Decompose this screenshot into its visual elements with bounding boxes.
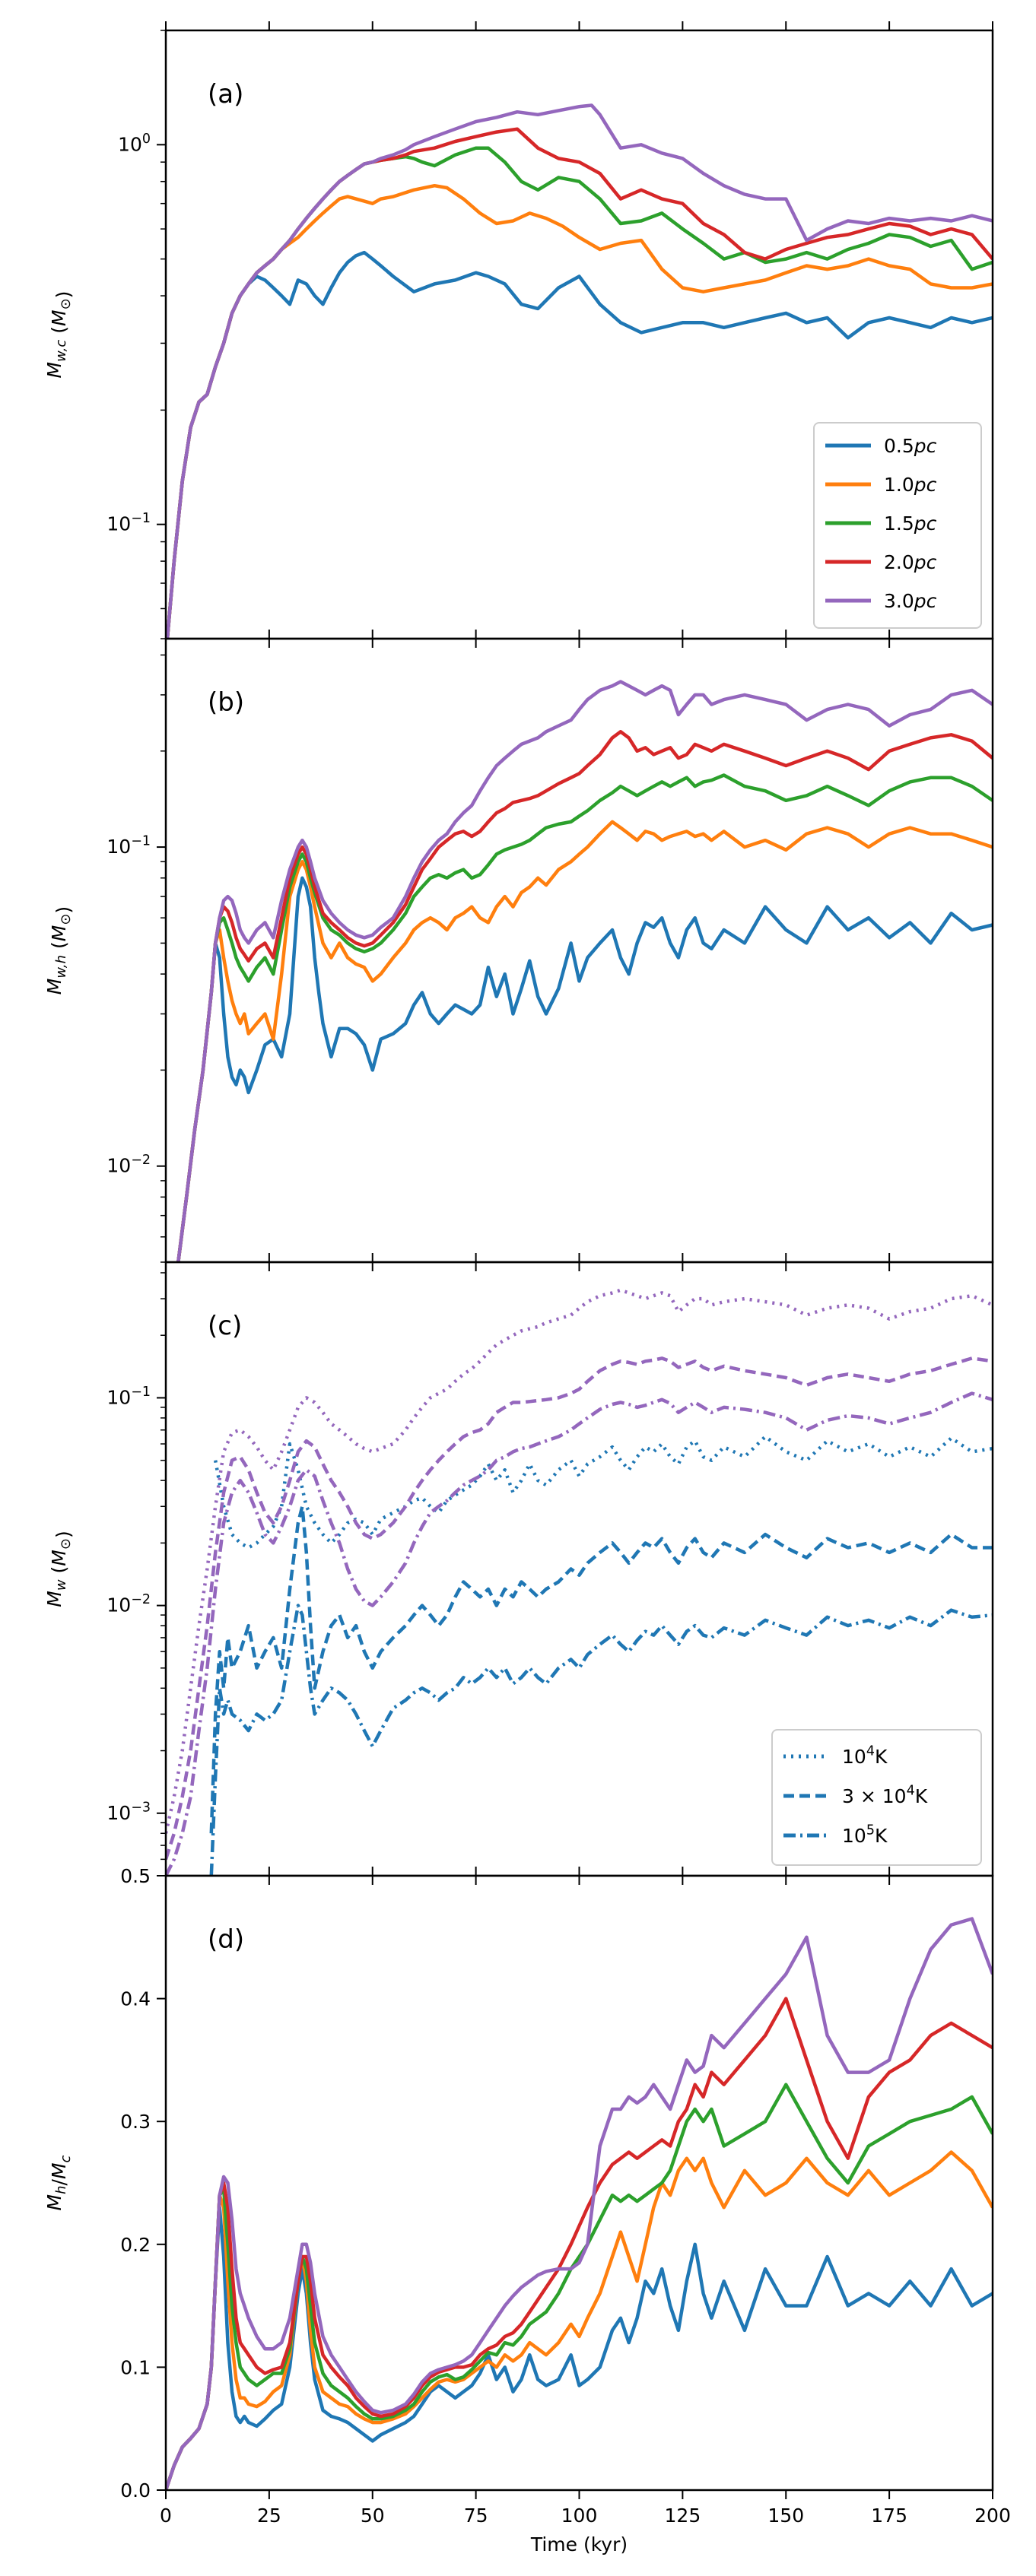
series-line-3-0 bbox=[166, 1917, 993, 2490]
x-tick-label: 25 bbox=[257, 2505, 281, 2527]
series-line-3-0 bbox=[166, 103, 993, 639]
legend-label: 3.0pc bbox=[884, 590, 937, 612]
y-tick-label: 0.0 bbox=[120, 2479, 151, 2501]
series-line-2-0 bbox=[176, 730, 993, 1262]
legend-label: 1.0pc bbox=[884, 474, 937, 496]
x-tick-label: 175 bbox=[871, 2505, 907, 2527]
series-line-1-0 bbox=[166, 2150, 993, 2490]
legend-label: 0.5pc bbox=[884, 435, 937, 457]
y-tick-label: 10−3 bbox=[106, 1800, 151, 1824]
y-axis-label: Mw (M⊙) bbox=[43, 1531, 75, 1607]
series-line-3-0pc-3e4K bbox=[166, 1356, 993, 1861]
x-tick-label: 150 bbox=[767, 2505, 804, 2527]
x-tick-label: 0 bbox=[160, 2505, 172, 2527]
y-tick-label: 0.1 bbox=[120, 2356, 151, 2378]
series-group bbox=[166, 1288, 993, 1876]
panel-label: (b) bbox=[208, 687, 244, 718]
series-line-1-5 bbox=[166, 2083, 993, 2490]
legend-label: 3 × 104K bbox=[842, 1784, 928, 1808]
x-tick-label: 50 bbox=[361, 2505, 385, 2527]
series-line-0-5pc-3e4K bbox=[209, 1505, 993, 1834]
series-line-0-5pc-1e4K bbox=[213, 1435, 993, 1550]
series-line-1-5 bbox=[176, 773, 993, 1262]
panel-4: 0 25 50 75 100 125 150 175 200 0.0 0.1 0.2 0.3 0.4 (d)… bbox=[43, 1867, 1011, 2527]
y-tick-label: 0.5 bbox=[120, 1865, 151, 1887]
panel-2: 10−2 10−1 (b) Mw,h (M⊙) bbox=[43, 630, 994, 1271]
legend-box bbox=[771, 1729, 982, 1866]
series-line-3-0pc-1e4K bbox=[166, 1288, 993, 1834]
panel-label: (c) bbox=[208, 1311, 242, 1341]
y-tick-label: 10−2 bbox=[106, 1153, 151, 1177]
legend-label: 104K bbox=[842, 1744, 888, 1769]
series-group bbox=[166, 1917, 993, 2490]
legend-label: 105K bbox=[842, 1823, 888, 1848]
legend-box bbox=[813, 422, 982, 629]
series-line-0-5 bbox=[176, 876, 993, 1262]
y-tick-label: 10−1 bbox=[106, 834, 151, 858]
series-line-1-0 bbox=[176, 820, 993, 1262]
legend: 104K 3 × 104K 105K bbox=[771, 1729, 982, 1866]
series-line-3-0 bbox=[176, 680, 993, 1262]
x-tick-label: 200 bbox=[974, 2505, 1011, 2527]
series-line-0-5 bbox=[166, 2206, 993, 2490]
y-tick-label: 0.2 bbox=[120, 2234, 151, 2256]
y-axis-label: Mw,h (M⊙) bbox=[43, 906, 75, 995]
x-axis-label: Time (kyr) bbox=[530, 2533, 628, 2555]
y-axis-label: Mw,c (M⊙) bbox=[43, 291, 75, 379]
y-tick-label: 10−1 bbox=[106, 1385, 151, 1409]
series-line-3-0pc-1e5K bbox=[166, 1391, 993, 1876]
y-tick-label: 100 bbox=[118, 132, 151, 156]
y-tick-label: 0.4 bbox=[120, 1988, 151, 2010]
legend: 0.5pc 1.0pc 1.5pc 2.0pc 3.0pc bbox=[813, 422, 982, 629]
panel-1: 10−1 100 (a) Mw,c (M⊙) 0.5pc 1.0pc 1.5pc 2.0pc 3… bbox=[43, 21, 994, 648]
legend-label: 2.0pc bbox=[884, 551, 937, 573]
y-tick-label: 0.3 bbox=[120, 2111, 151, 2133]
panel-label: (a) bbox=[208, 79, 243, 109]
x-tick-label: 100 bbox=[561, 2505, 598, 2527]
x-tick-label: 125 bbox=[665, 2505, 701, 2527]
series-line-0-5pc-1e5K bbox=[209, 1604, 993, 1876]
panel-label: (d) bbox=[208, 1924, 244, 1955]
y-tick-label: 10−2 bbox=[106, 1592, 151, 1616]
series-line-2-0 bbox=[166, 1997, 993, 2490]
legend-label: 1.5pc bbox=[884, 512, 937, 535]
y-axis-label: Mh/Mc bbox=[43, 2155, 74, 2210]
series-group bbox=[166, 103, 993, 639]
y-tick-label: 10−1 bbox=[106, 511, 151, 535]
x-tick-label: 75 bbox=[464, 2505, 488, 2527]
series-group bbox=[176, 680, 993, 1262]
panel-3: 10−3 10−2 10−1 0.5 (c) Mw (M⊙) 104K 3 × 104K 105… bbox=[43, 1253, 994, 1887]
